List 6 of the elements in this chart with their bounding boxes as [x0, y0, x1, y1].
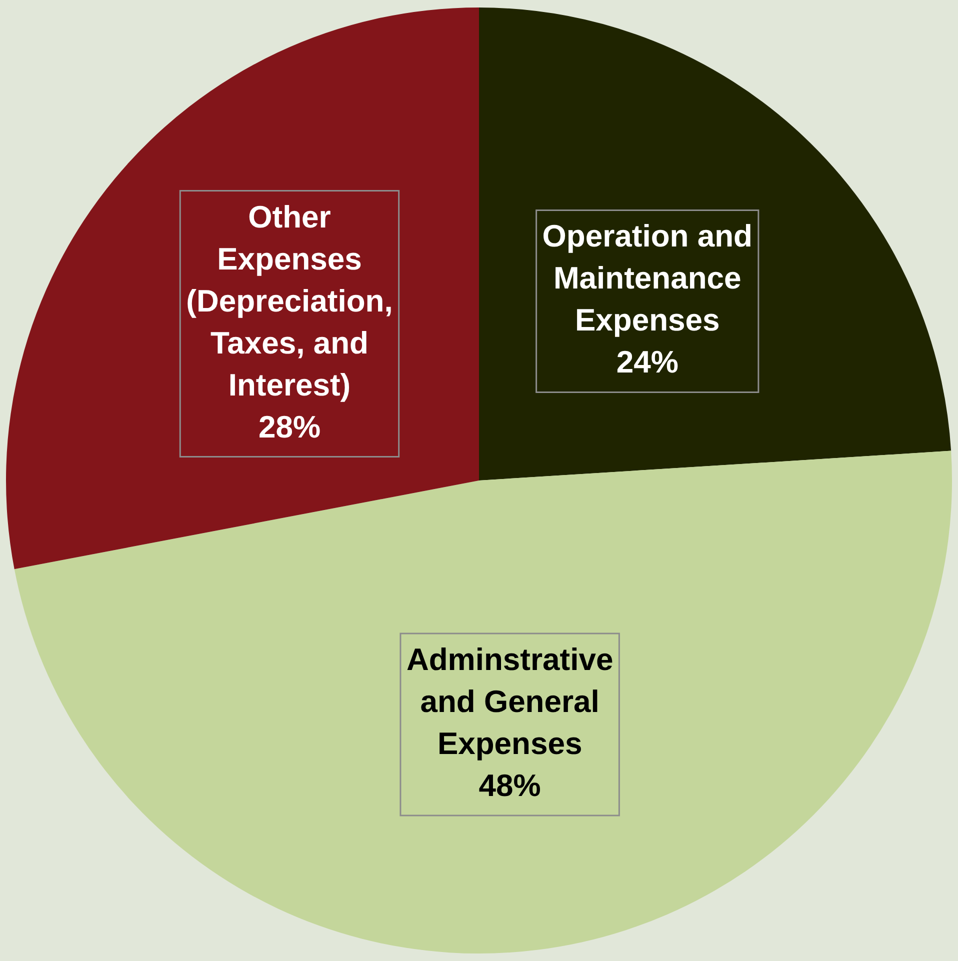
data-label: 48% [478, 768, 541, 804]
data-label: 28% [258, 409, 321, 444]
slice-label: Operation and Maintenance Expenses [542, 218, 752, 338]
slice-label: Adminstrative and General Expenses [406, 642, 614, 762]
data-label: 24% [616, 344, 678, 380]
slice-label: Other Expenses (Depreciation, Taxes, and Interest) [186, 199, 393, 402]
